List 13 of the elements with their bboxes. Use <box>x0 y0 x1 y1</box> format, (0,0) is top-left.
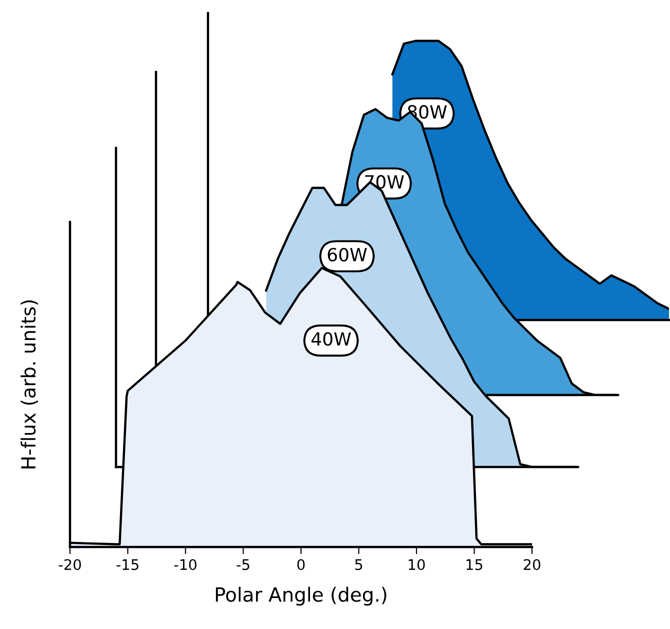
series-label: 40W <box>312 332 351 346</box>
x-tick-label: -20 <box>58 559 81 570</box>
x-tick-label: 10 <box>408 559 425 570</box>
y-axis-title: H-flux (arb. units) <box>20 300 38 468</box>
x-axis-title: Polar Angle (deg.) <box>216 586 386 606</box>
x-tick-label: -15 <box>116 559 138 570</box>
x-tick-label: 15 <box>466 559 482 570</box>
x-tick-label: 0 <box>297 559 305 570</box>
x-tick-label: -10 <box>174 559 196 570</box>
x-tick-label: 5 <box>355 559 362 570</box>
series-label: 60W <box>328 248 367 262</box>
x-tick-label: 20 <box>524 559 540 570</box>
x-tick-label: -5 <box>236 559 250 570</box>
